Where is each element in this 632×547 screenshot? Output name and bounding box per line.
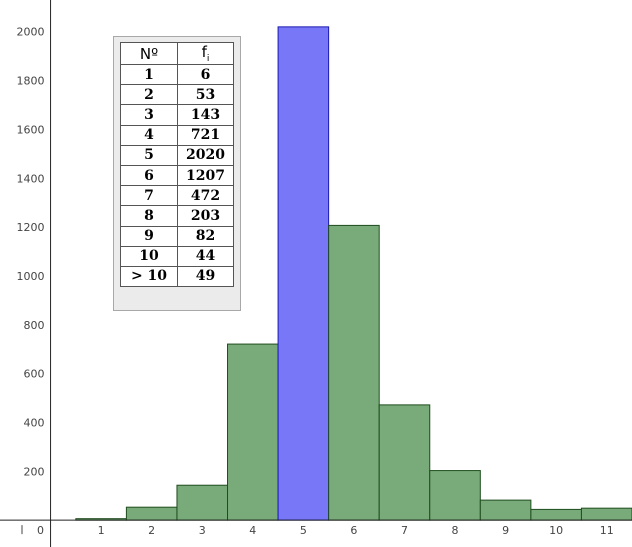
header-frequency: fi (177, 42, 234, 65)
y-tick-label-1600: 1600 (17, 123, 45, 136)
header-frequency-subscript: i (206, 54, 210, 64)
y-tick-label-400: 400 (24, 416, 45, 429)
y-tick-label-600: 600 (24, 368, 45, 381)
row-number: 9 (120, 225, 178, 247)
table-row: > 10 49 (120, 265, 234, 288)
bar-10 (580, 507, 632, 521)
bar-5 (277, 26, 330, 521)
row-frequency: 53 (177, 84, 234, 106)
table-header-row: Nº fi (120, 42, 234, 65)
row-number: 6 (120, 164, 178, 187)
row-number: 2 (120, 84, 178, 106)
y-tick-label-1000: 1000 (17, 270, 45, 283)
x-tick-label-3: 3 (199, 524, 206, 537)
row-frequency: 2020 (177, 144, 234, 166)
x-tick-label-11: 11 (600, 524, 614, 537)
row-frequency: 1207 (177, 164, 234, 187)
table-row: 7 472 (120, 185, 234, 207)
header-frequency-label: f (201, 43, 207, 61)
bar-10 (530, 508, 582, 521)
row-number: 8 (120, 205, 178, 227)
x-tick-label-9: 9 (502, 524, 509, 537)
x-tick-label-10: 10 (549, 524, 563, 537)
row-frequency: 203 (177, 205, 234, 227)
y-tick-label-800: 800 (24, 319, 45, 332)
x-tick-label-5: 5 (300, 524, 307, 537)
row-number: 4 (120, 124, 178, 146)
row-number: 1 (120, 63, 178, 86)
bar-3 (176, 484, 229, 521)
bar-2 (125, 506, 178, 521)
row-number: 5 (120, 144, 178, 166)
row-number: 10 (120, 245, 178, 267)
table-row: 5 2020 (120, 144, 234, 166)
bar-9 (479, 499, 532, 521)
x-tick-label-0: 0 (37, 524, 44, 537)
x-tick-label-6: 6 (350, 524, 357, 537)
x-tick-label-1: 1 (98, 524, 105, 537)
table-row: 6 1207 (120, 164, 234, 187)
table-row: 9 82 (120, 225, 234, 247)
x-tick-label-8: 8 (452, 524, 459, 537)
y-tick-label-200: 200 (24, 465, 45, 478)
table-row: 10 44 (120, 245, 234, 267)
y-tick-label-1200: 1200 (17, 221, 45, 234)
table-row: 3 143 (120, 104, 234, 126)
row-frequency: 143 (177, 104, 234, 126)
bar-7 (378, 404, 431, 521)
row-frequency: 82 (177, 225, 234, 247)
row-number: > 10 (120, 265, 178, 288)
x-tick-label-7: 7 (401, 524, 408, 537)
table-row: 2 53 (120, 84, 234, 106)
table-row: 8 203 (120, 205, 234, 227)
y-tick-label-1800: 1800 (17, 75, 45, 88)
table-row: 4 721 (120, 124, 234, 146)
header-number: Nº (120, 42, 178, 65)
x-tick-label-2: 2 (148, 524, 155, 537)
row-frequency: 49 (177, 265, 234, 288)
row-frequency: 721 (177, 124, 234, 146)
row-frequency: 6 (177, 63, 234, 86)
bar-8 (429, 470, 481, 521)
row-frequency: 44 (177, 245, 234, 267)
x-tick-label-4: 4 (249, 524, 256, 537)
bar-4 (227, 343, 279, 521)
row-number: 7 (120, 185, 178, 207)
y-tick-label-1400: 1400 (17, 172, 45, 185)
y-tick-label-2000: 2000 (17, 26, 45, 39)
row-frequency: 472 (177, 185, 234, 207)
bar-6 (328, 224, 380, 521)
row-number: 3 (120, 104, 178, 126)
